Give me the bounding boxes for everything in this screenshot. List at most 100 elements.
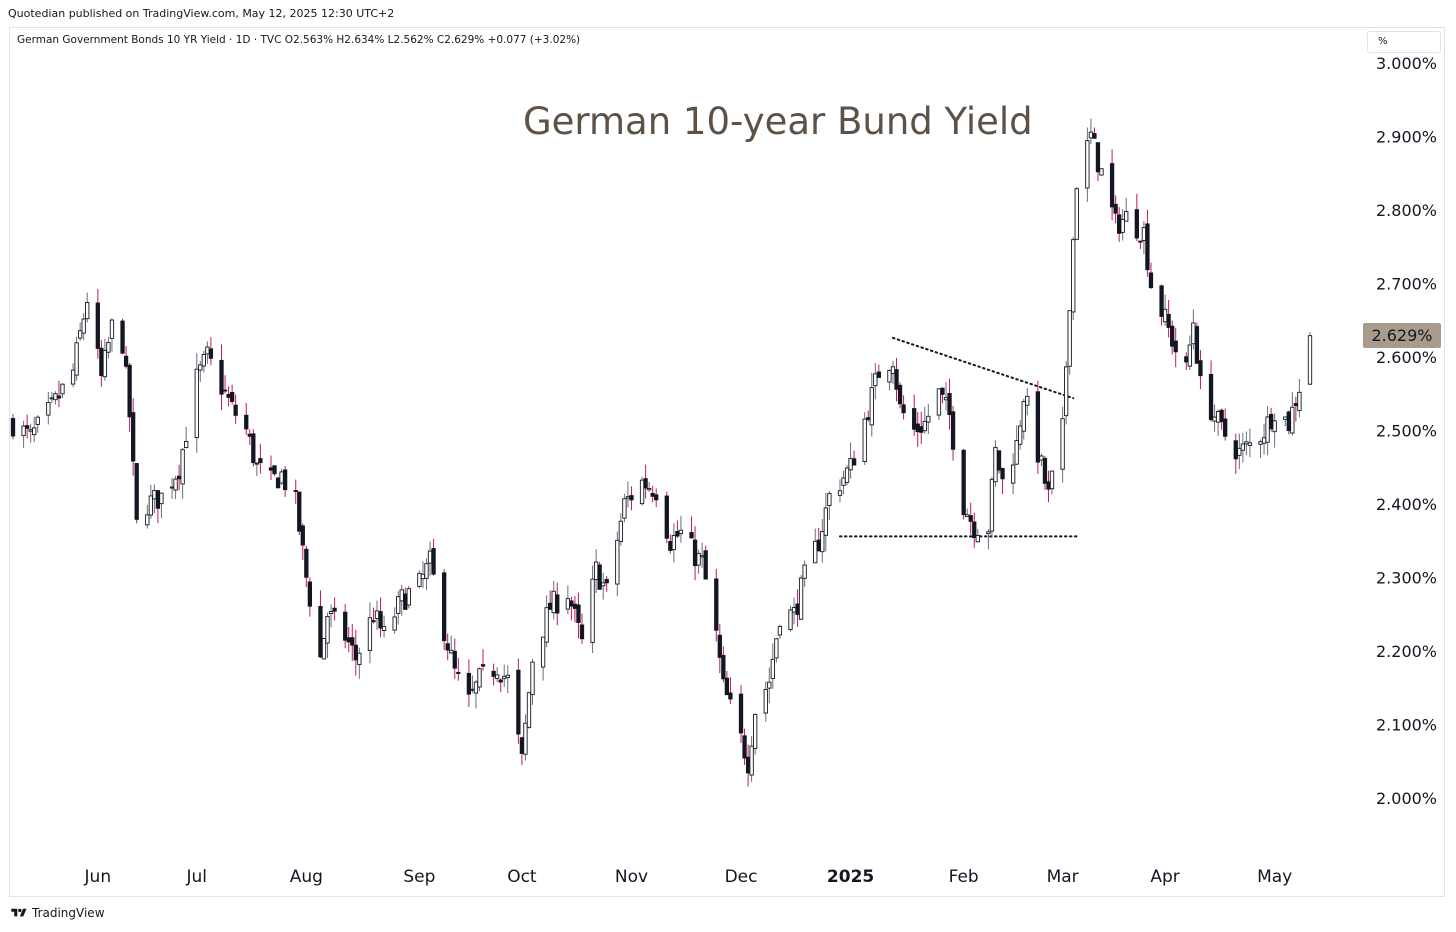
candle (505, 665, 510, 694)
candle (247, 429, 252, 446)
candle (46, 392, 51, 425)
y-axis[interactable]: 3.000% 2.900% 2.800% 2.700% 2.600% 2.500% 2.40… (1376, 54, 1437, 808)
x-axis[interactable]: Jun Jul Aug Sep Oct Nov Dec 2025 Feb Mar Apr May (84, 867, 1293, 887)
candle (1124, 197, 1129, 222)
candle (519, 736, 525, 766)
candle (887, 369, 892, 391)
candle (251, 429, 256, 467)
candle (477, 667, 482, 692)
candle (569, 596, 574, 621)
symbol-legend[interactable]: German Government Bonds 10 YR Yield · 1D… (17, 34, 581, 46)
candle (590, 565, 595, 654)
candle (35, 415, 40, 433)
candle (555, 582, 560, 626)
candle (219, 344, 224, 411)
x-tick-label: Oct (507, 867, 537, 887)
candle (1067, 310, 1072, 375)
candle (629, 486, 634, 511)
y-tick-label: 3.000% (1376, 54, 1437, 73)
y-tick-label: 2.200% (1376, 642, 1437, 661)
candle (650, 485, 655, 503)
candle (625, 481, 631, 508)
candle (53, 391, 58, 405)
candle (134, 463, 139, 524)
candle (1219, 408, 1224, 430)
candle (424, 558, 429, 590)
candle (229, 384, 235, 405)
candle (622, 493, 627, 523)
candle (986, 528, 991, 550)
candle (1085, 127, 1090, 202)
candle (516, 658, 521, 744)
candle (972, 512, 977, 548)
candle (427, 541, 433, 576)
candle (381, 615, 387, 638)
trendline[interactable] (891, 336, 1075, 400)
candle (194, 353, 199, 453)
candle (1247, 428, 1253, 458)
candle (579, 613, 585, 644)
candle (300, 523, 305, 561)
x-tick-label: 2025 (827, 867, 874, 887)
candle (81, 313, 86, 340)
candle (332, 597, 337, 621)
candle (1071, 237, 1076, 320)
candle (742, 728, 747, 765)
candle (473, 680, 479, 709)
candle (1092, 127, 1097, 139)
candle (1113, 195, 1118, 224)
candle (420, 561, 426, 589)
candle (123, 346, 129, 369)
candle (21, 420, 26, 448)
candle (205, 341, 210, 364)
candle (820, 519, 825, 563)
candle (1046, 470, 1051, 503)
candle (1198, 350, 1203, 390)
candle (325, 612, 330, 658)
candle (996, 450, 1002, 474)
unit-selector[interactable]: % (1367, 31, 1441, 53)
y-tick-label: 2.500% (1376, 422, 1437, 441)
candle (282, 466, 288, 497)
y-tick-label: 2.700% (1376, 275, 1437, 294)
candle (777, 624, 783, 639)
candle (993, 440, 998, 487)
candle (24, 414, 30, 439)
x-tick-label: Jul (186, 867, 208, 887)
candle (159, 492, 164, 519)
candle (233, 394, 238, 424)
candle (371, 607, 376, 624)
candle (169, 477, 175, 499)
candle (689, 516, 694, 539)
candle (275, 476, 281, 489)
candle (431, 538, 436, 576)
trendlines[interactable] (838, 336, 1078, 538)
tradingview-logo[interactable]: TradingView (9, 906, 105, 920)
candle (106, 337, 111, 359)
candle (293, 479, 298, 504)
candle (1184, 352, 1189, 371)
candle (495, 667, 500, 683)
candle (827, 491, 832, 520)
candle (1060, 406, 1065, 483)
candle (540, 636, 546, 681)
candle (1244, 431, 1249, 456)
candle (965, 508, 970, 518)
candle (258, 443, 263, 474)
y-tick-label: 2.600% (1376, 348, 1437, 367)
candle (102, 339, 108, 381)
candle (1120, 209, 1125, 241)
candle (328, 604, 334, 628)
candle (1272, 413, 1277, 448)
candle (480, 649, 486, 671)
candle (1293, 396, 1299, 422)
candle (1021, 398, 1026, 440)
candle (201, 350, 206, 373)
candle (10, 413, 16, 440)
candle (268, 455, 274, 480)
candle (912, 394, 917, 436)
candle (1159, 284, 1164, 326)
candle (1187, 335, 1192, 371)
candle (576, 592, 581, 639)
